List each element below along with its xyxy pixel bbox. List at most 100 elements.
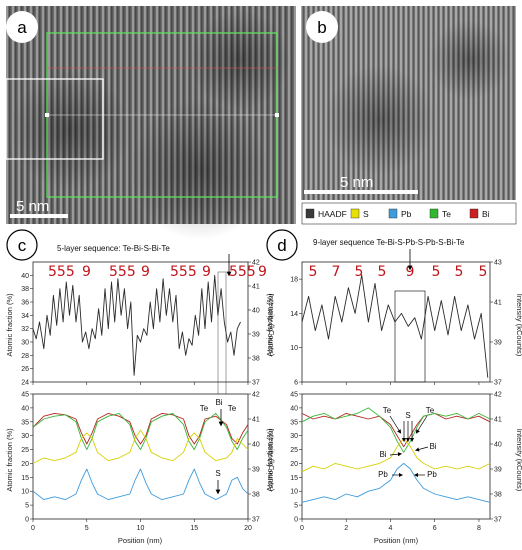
d-sequence-label: 5 — [479, 264, 488, 280]
chart-d-bottom: 0 5 10 15 20 25 30 35 40 45 37 38 39 40 41 42 0 2 4 6 8 Te S Te… — [290, 392, 502, 533]
legend-label-te: Te — [442, 209, 451, 219]
c-bottom-frame — [32, 393, 249, 520]
d-bottom-xtick-label: 4 — [389, 525, 393, 532]
d-annotation-bi: Bi — [379, 450, 386, 459]
panel-b-image: b 5 nm — [301, 6, 516, 200]
legend-label-s: S — [363, 209, 369, 219]
d-bottom-ytick-right-label: 42 — [494, 392, 502, 399]
c-bottom-series-pb — [32, 468, 249, 501]
d-bottom-ytick-left-label: 20 — [290, 461, 298, 468]
d-bottom-xtick-label: 0 — [300, 525, 304, 532]
legend-swatch-s — [350, 208, 360, 219]
c-xlabel: Position (nm) — [118, 536, 163, 545]
c-sequence-label: 555 — [170, 264, 197, 280]
d-bottom-series-te — [301, 407, 491, 453]
c-bottom-ytick-left-label: 25 — [21, 447, 29, 454]
panel-c-badge — [6, 229, 38, 261]
d-top-ytick-right-label: 41 — [494, 300, 502, 307]
panel-b-badge — [306, 11, 338, 43]
panel-d-title: 9-layer sequence Te-Bi-S-Pb-S-Pb-S-Bi-Te — [313, 238, 465, 247]
c-top-frame — [32, 261, 249, 383]
c-bottom-ytick-left-label: 35 — [21, 419, 29, 426]
d-sequence-label: 7 — [332, 264, 341, 280]
d-bottom-ytick-right-label: 37 — [494, 517, 502, 524]
d-xlabel: Position (nm) — [374, 536, 419, 545]
legend-swatch-pb — [388, 208, 398, 219]
panel-a-badge — [6, 11, 38, 43]
d-bottom-series-s — [301, 437, 491, 473]
d-annotation-pb: Pb — [427, 470, 437, 479]
d-top-ylabel-left: Atomic fraction (%) — [265, 293, 274, 357]
c-bottom-ylabel-right: Intensity (kCounts) — [267, 429, 276, 492]
d-bottom-ylabel-left: Atomic fraction (%) — [265, 428, 274, 492]
d-sequence-label: 5 — [455, 264, 464, 280]
d-bottom-ytick-right-label: 41 — [494, 417, 502, 424]
c-top-ytick-left-label: 28 — [21, 353, 29, 360]
d-annotation-arrow — [389, 452, 403, 457]
d-sequence-label: 5 — [355, 264, 364, 280]
c-top-ytick-left-label: 32 — [21, 326, 29, 333]
c-top-ytick-right-label: 40 — [252, 308, 260, 315]
c-annotation-te: Te — [200, 404, 209, 413]
c-bottom-xtick-label: 15 — [190, 525, 198, 532]
c-top-ylabel-right: Intensity (kCounts) — [267, 294, 276, 357]
chart-c-bottom: 0 5 10 15 20 25 30 35 40 45 37 38 39 40 41 42 0 5 10 15 20 Te… — [21, 392, 260, 533]
d-bottom-ytick-left-label: 25 — [290, 447, 298, 454]
legend-swatch-haadf — [305, 208, 315, 219]
c-sequence-label: 9 — [141, 264, 150, 280]
c-bottom-ytick-left-label: 10 — [21, 489, 29, 496]
c-bottom-series-bi — [32, 412, 249, 445]
c-top-ytick-left-label: 26 — [21, 366, 29, 373]
d-annotation-arrow — [389, 415, 402, 434]
c-top-ytick-left-label: 40 — [21, 273, 29, 280]
c-sequence-label: 9 — [258, 264, 267, 280]
c-sequence-label: 9 — [202, 264, 211, 280]
c-bottom-ytick-right-label: 39 — [252, 467, 260, 474]
c-top-ylabel-left: Atomic fraction (%) — [5, 293, 14, 357]
c-top-series-haadf — [32, 274, 241, 376]
d-annotation-te: Te — [383, 406, 392, 415]
d-bottom-xtick-label: 6 — [433, 525, 437, 532]
c-bottom-ytick-right-label: 41 — [252, 417, 260, 424]
c-annotation-te: Te — [228, 404, 237, 413]
d-annotation-s: S — [405, 411, 410, 420]
c-bottom-ytick-right-label: 40 — [252, 442, 260, 449]
d-bottom-ytick-left-label: 10 — [290, 489, 298, 496]
d-top-frame — [301, 261, 491, 383]
d-bottom-ytick-left-label: 5 — [294, 503, 298, 510]
c-top-ytick-left-label: 34 — [21, 313, 29, 320]
c-top-ytick-right-label: 39 — [252, 332, 260, 339]
c-bottom-xtick-label: 20 — [244, 525, 252, 532]
d-annotation-arrow — [414, 446, 429, 452]
d-top-ytick-left-label: 18 — [290, 277, 298, 284]
d-sequence-label: 5 — [309, 264, 318, 280]
d-bottom-ytick-right-label: 38 — [494, 492, 502, 499]
c-bottom-ytick-right-label: 38 — [252, 492, 260, 499]
c-annotation-bi: Bi — [215, 398, 222, 407]
scale-bar-a-label: 5 nm — [16, 198, 49, 215]
d-top-ytick-left-label: 6 — [294, 380, 298, 387]
c-bottom-ytick-left-label: 0 — [25, 517, 29, 524]
d-annotation-bi: Bi — [429, 442, 436, 451]
legend-label-bi: Bi — [482, 209, 490, 219]
panel-d-label: d — [277, 236, 286, 255]
c-bottom-ytick-right-label: 42 — [252, 392, 260, 399]
d-bottom-series-pb — [301, 462, 491, 503]
d-sequence-label: 5 — [378, 264, 387, 280]
c-bottom-xtick-label: 0 — [31, 525, 35, 532]
d-top-ytick-right-label: 39 — [494, 340, 502, 347]
legend-label-haadf: HAADF — [318, 209, 347, 219]
d-annotation-pb: Pb — [378, 470, 388, 479]
c-bottom-ytick-left-label: 20 — [21, 461, 29, 468]
c-annotation-s: S — [215, 469, 220, 478]
d-top-ytick-right-label: 37 — [494, 380, 502, 387]
scale-bar-b-label: 5 nm — [340, 174, 373, 191]
d-sequence-label: 5 — [432, 264, 441, 280]
d-top-ytick-left-label: 14 — [290, 311, 298, 318]
c-top-ytick-right-label: 42 — [252, 260, 260, 267]
c-bottom-xtick-label: 10 — [137, 525, 145, 532]
c-sequence-label: 555 — [229, 264, 256, 280]
d-bottom-frame — [301, 393, 491, 520]
c-sequence-label: 555 — [109, 264, 136, 280]
